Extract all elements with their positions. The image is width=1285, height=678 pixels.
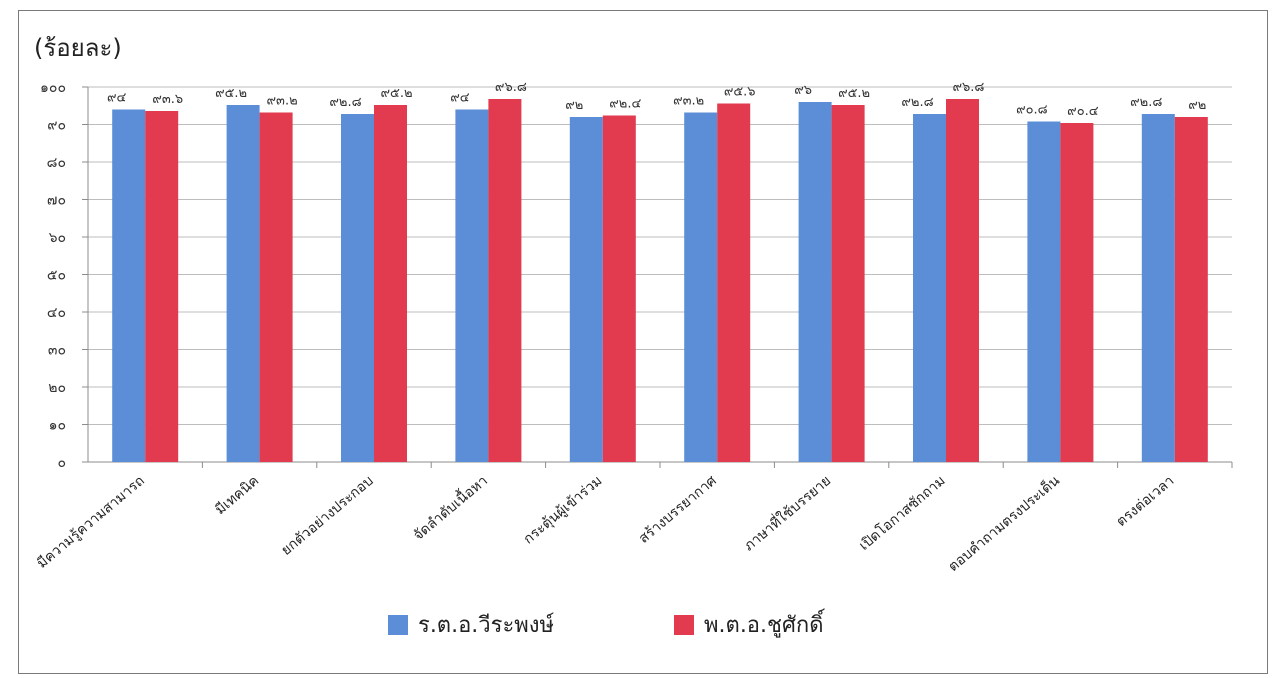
bar-series-1 bbox=[112, 109, 146, 462]
data-label-series-1: ๙๓.๒ bbox=[673, 94, 704, 109]
x-tick-label: มีความรู้ความสามารถ bbox=[34, 473, 148, 572]
bar-series-2 bbox=[145, 111, 179, 462]
data-label-series-2: ๙๕.๒ bbox=[838, 86, 870, 101]
y-tick-label: ๕๐ bbox=[47, 268, 66, 284]
y-tick-label: ๓๐ bbox=[48, 343, 66, 359]
x-tick-label: กระตุ้นผู้เข้าร่วม bbox=[521, 473, 606, 548]
data-label-series-1: ๙๒.๘ bbox=[1130, 95, 1162, 110]
x-tick-label: จัดลำดับเนื้อหา bbox=[409, 471, 491, 544]
y-tick-label: ๑๐๐ bbox=[40, 80, 66, 96]
bar-series-2 bbox=[1174, 117, 1208, 462]
data-label-series-1: ๙๔ bbox=[107, 91, 127, 106]
x-tick-label: มีเทคนิค bbox=[212, 473, 262, 518]
bar-series-2 bbox=[1060, 123, 1094, 462]
data-label-series-2: ๙๖.๘ bbox=[953, 80, 985, 95]
bar-series-2 bbox=[717, 103, 751, 462]
bar-series-2 bbox=[259, 112, 293, 462]
data-label-series-1: ๙๔ bbox=[450, 91, 470, 106]
y-tick-label: ๔๐ bbox=[47, 305, 66, 321]
data-label-series-1: ๙๖ bbox=[794, 83, 812, 98]
legend-item-series-2: พ.ต.อ.ชูศักดิ์ bbox=[674, 607, 824, 642]
x-tick-label: เปิดโอกาสซักถาม bbox=[856, 472, 949, 554]
x-tick-label: ตอบคำถามตรงประเด็น bbox=[944, 471, 1063, 575]
y-tick-label: ๘๐ bbox=[47, 155, 66, 171]
bar-series-1 bbox=[913, 114, 946, 462]
y-tick-label: ๑๐ bbox=[49, 418, 66, 434]
bar-series-2 bbox=[488, 99, 522, 462]
legend-label-series-2: พ.ต.อ.ชูศักดิ์ bbox=[704, 613, 824, 638]
y-axis-unit-label: (ร้อยละ) bbox=[34, 34, 122, 62]
legend-swatch-series-2 bbox=[674, 614, 695, 635]
legend-swatch-series-1 bbox=[388, 614, 408, 635]
data-label-series-1: ๙๐.๘ bbox=[1016, 103, 1048, 118]
data-label-series-1: ๙๒.๘ bbox=[901, 95, 933, 110]
legend-label-series-1: ร.ต.อ.วีระพงษ์ bbox=[418, 613, 555, 638]
y-tick-label: ๒๐ bbox=[48, 380, 66, 396]
y-tick-label: ๐ bbox=[57, 455, 66, 471]
bar-series-1 bbox=[455, 109, 489, 462]
bar-series-2 bbox=[602, 115, 636, 462]
bar-series-2 bbox=[831, 105, 865, 462]
bar-series-1 bbox=[1141, 114, 1175, 462]
bar-series-2 bbox=[946, 99, 979, 462]
x-tick-label: สร้างบรรยากาศ bbox=[636, 473, 720, 547]
data-label-series-2: ๙๕.๒ bbox=[380, 86, 412, 101]
data-label-series-1: ๙๒.๘ bbox=[329, 95, 361, 110]
data-label-series-2: ๙๓.๒ bbox=[267, 94, 298, 109]
legend-item-series-1: ร.ต.อ.วีระพงษ์ bbox=[388, 607, 554, 642]
data-label-series-2: ๙๓.๖ bbox=[152, 92, 183, 107]
data-label-series-2: ๙๕.๖ bbox=[724, 85, 756, 100]
bar-series-1 bbox=[1027, 121, 1061, 462]
bar-series-1 bbox=[569, 117, 603, 462]
y-tick-label: ๗๐ bbox=[47, 193, 66, 209]
bar-series-1 bbox=[684, 112, 718, 462]
x-tick-label: ยกตัวอย่างประกอบ bbox=[278, 473, 376, 559]
x-tick-label: ภาษาที่ใช้บรรยาย bbox=[740, 471, 834, 554]
data-label-series-1: ๙๒ bbox=[565, 98, 583, 113]
data-label-series-2: ๙๐.๔ bbox=[1067, 104, 1099, 119]
data-label-series-1: ๙๕.๒ bbox=[215, 86, 247, 101]
bar-series-1 bbox=[226, 105, 260, 462]
data-label-series-2: ๙๖.๘ bbox=[495, 80, 527, 95]
y-tick-label: ๖๐ bbox=[49, 230, 66, 246]
y-tick-label: ๙๐ bbox=[47, 118, 66, 134]
bar-series-2 bbox=[374, 105, 407, 462]
data-label-series-2: ๙๒.๔ bbox=[609, 97, 641, 112]
bar-series-1 bbox=[798, 102, 832, 462]
bar-series-1 bbox=[341, 114, 374, 462]
x-tick-label: ตรงต่อเวลา bbox=[1113, 473, 1177, 530]
data-label-series-2: ๙๒ bbox=[1188, 98, 1206, 113]
chart-legend: ร.ต.อ.วีระพงษ์ พ.ต.อ.ชูศักดิ์ bbox=[388, 607, 824, 642]
